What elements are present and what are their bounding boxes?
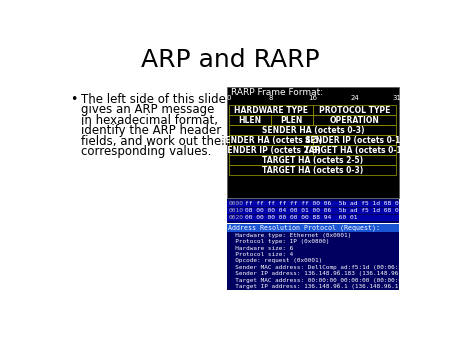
Text: •: •: [70, 93, 77, 106]
Text: HARDWARE TYPE: HARDWARE TYPE: [234, 106, 308, 115]
Bar: [227, 199, 399, 223]
Text: HLEN: HLEN: [238, 116, 261, 125]
Text: in hexadecimal format,: in hexadecimal format,: [81, 114, 218, 127]
Bar: [271, 115, 313, 125]
Text: PROTOCOL TYPE: PROTOCOL TYPE: [319, 106, 390, 115]
Text: gives an ARP message: gives an ARP message: [81, 103, 215, 116]
Text: ff ff ff ff ff ff 00 06  5b ad f5 1d 08 06 00 01: ff ff ff ff ff ff 00 06 5b ad f5 1d 08 0…: [245, 201, 425, 206]
Text: SENDER HA (octets 0-3): SENDER HA (octets 0-3): [261, 126, 364, 135]
Text: 08 00 00 04 00 01 00 06  5b ad f5 1d 08 04 60 b9: 08 00 00 04 00 01 00 06 5b ad f5 1d 08 0…: [245, 208, 425, 213]
Text: 16: 16: [308, 95, 317, 101]
Text: Address Resolution Protocol (Request):: Address Resolution Protocol (Request):: [228, 224, 380, 231]
Text: Target MAC address: 00:00:00_00:00:00 (00:00:00:00:00:00): Target MAC address: 00:00:00_00:00:00 (0…: [228, 277, 442, 283]
Text: Sender MAC address: DellComp_ad:f5:1d (00:06:5b:ad:f5:1d): Sender MAC address: DellComp_ad:f5:1d (0…: [228, 265, 442, 270]
Bar: [227, 224, 399, 290]
Text: 8: 8: [269, 95, 273, 101]
Text: SENDER IP (octets 0-1): SENDER IP (octets 0-1): [305, 136, 404, 145]
Text: 0010: 0010: [228, 208, 243, 213]
Bar: [227, 215, 399, 221]
Text: 31: 31: [392, 95, 401, 101]
Bar: [229, 155, 396, 165]
Text: Hardware type: Ethernet (0x0001): Hardware type: Ethernet (0x0001): [228, 233, 351, 238]
Text: Sender IP address: 136.148.96.183 (136.148.96.183): Sender IP address: 136.148.96.183 (136.1…: [228, 271, 417, 276]
Text: Protocol type: IP (0x0800): Protocol type: IP (0x0800): [228, 239, 330, 244]
Bar: [229, 105, 313, 115]
Text: corresponding values.: corresponding values.: [81, 145, 212, 158]
Text: identify the ARP header: identify the ARP header: [81, 124, 221, 137]
Bar: [229, 145, 313, 155]
Text: TARGET HA (octets 0-3): TARGET HA (octets 0-3): [262, 166, 364, 175]
Text: 0000: 0000: [228, 201, 243, 206]
Text: RARP Frame Format:: RARP Frame Format:: [230, 89, 323, 97]
Text: TARGET HA (octets 2-5): TARGET HA (octets 2-5): [262, 156, 363, 165]
Text: ARP and RARP: ARP and RARP: [141, 48, 320, 72]
Text: The left side of this slide: The left side of this slide: [81, 93, 226, 106]
Text: 00 00 00 00 00 00 88 94  60 01: 00 00 00 00 00 00 88 94 60 01: [245, 215, 358, 220]
Bar: [227, 208, 399, 214]
Bar: [227, 201, 399, 207]
Text: OPERATION: OPERATION: [330, 116, 379, 125]
Text: Protocol size: 4: Protocol size: 4: [228, 252, 293, 257]
Bar: [313, 105, 396, 115]
Bar: [313, 115, 396, 125]
Text: SENDER IP (octets 2-3): SENDER IP (octets 2-3): [221, 146, 320, 155]
Bar: [313, 135, 396, 145]
Text: TARGET HA (octets 0-1): TARGET HA (octets 0-1): [304, 146, 405, 155]
Bar: [227, 224, 399, 232]
Bar: [229, 125, 396, 135]
Bar: [229, 135, 313, 145]
Text: PLEN: PLEN: [281, 116, 303, 125]
Bar: [229, 165, 396, 175]
Text: 24: 24: [350, 95, 359, 101]
Bar: [229, 115, 271, 125]
Text: SENDER HA (octets 4-5): SENDER HA (octets 4-5): [220, 136, 322, 145]
Text: Target IP address: 136.148.96.1 (136.148.96.1): Target IP address: 136.148.96.1 (136.148…: [228, 284, 402, 289]
Text: 0020: 0020: [228, 215, 243, 220]
Text: 0: 0: [227, 95, 231, 101]
Bar: [313, 145, 396, 155]
Bar: [227, 87, 399, 198]
Text: fields, and work out their: fields, and work out their: [81, 135, 230, 147]
Text: Opcode: request (0x0001): Opcode: request (0x0001): [228, 258, 323, 263]
Text: Hardware size: 6: Hardware size: 6: [228, 246, 293, 251]
